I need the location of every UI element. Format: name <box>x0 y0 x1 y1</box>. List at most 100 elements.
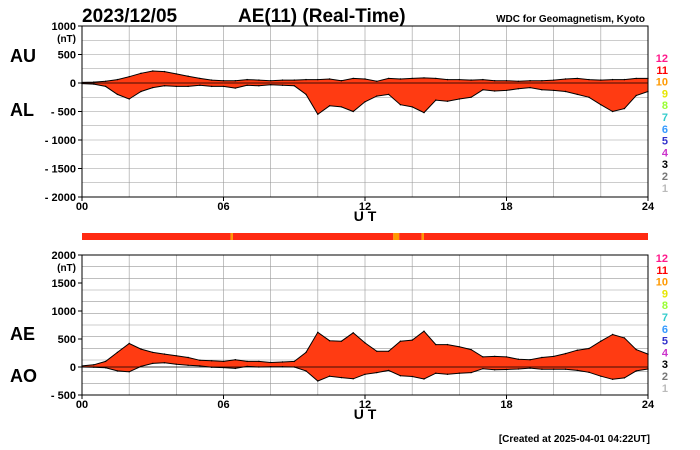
data-point-al <box>482 89 484 91</box>
data-point-au <box>564 78 567 80</box>
data-point-al <box>364 101 366 103</box>
data-point-au <box>116 78 119 81</box>
data-point-au <box>258 79 260 81</box>
legend-count-5: 5 <box>662 136 668 148</box>
data-point-ao <box>387 369 390 372</box>
data-point-au <box>187 75 189 77</box>
y-tick-label: - 2000 <box>45 192 76 204</box>
data-point-ae <box>387 350 390 352</box>
data-point-ae <box>328 340 331 342</box>
band-segment <box>393 233 400 240</box>
data-point-ao <box>317 380 319 382</box>
data-point-ae <box>600 340 602 342</box>
unit-label: (nT) <box>57 263 76 274</box>
data-point-ae <box>211 360 213 362</box>
data-point-al <box>564 90 567 93</box>
data-point-ae <box>423 330 425 332</box>
data-point-au <box>128 76 130 78</box>
data-point-ao <box>517 368 519 370</box>
legend-count-12: 12 <box>656 253 668 265</box>
data-point-au <box>211 79 213 81</box>
data-point-ao <box>635 370 637 372</box>
data-point-au <box>234 80 236 82</box>
data-point-ae <box>494 355 496 358</box>
data-point-ae <box>234 359 236 361</box>
data-point-ao <box>340 376 343 379</box>
data-point-ae <box>116 351 119 354</box>
data-point-al <box>505 89 508 92</box>
data-point-au <box>376 80 378 83</box>
series-label-al: AL <box>10 100 34 120</box>
data-point-al <box>246 84 248 87</box>
data-point-ae <box>517 358 519 360</box>
data-point-al <box>399 104 402 106</box>
y-tick-label: 1500 <box>52 278 76 290</box>
y-tick-label: 2000 <box>52 250 76 262</box>
legend-count-4: 4 <box>662 347 669 359</box>
data-point-ae <box>482 356 484 358</box>
legend-count-8: 8 <box>662 300 668 312</box>
y-tick-label: 500 <box>58 334 76 346</box>
band-segment <box>423 233 648 240</box>
legend-count-8: 8 <box>662 100 668 112</box>
data-point-al <box>140 90 142 93</box>
data-point-au <box>163 70 166 73</box>
data-point-au <box>152 70 154 72</box>
data-point-ae <box>411 339 413 341</box>
data-point-au <box>140 72 142 75</box>
legend-count-1: 1 <box>662 183 668 195</box>
data-point-au <box>458 78 460 81</box>
data-point-au <box>340 80 343 82</box>
data-point-al <box>305 93 307 96</box>
data-point-au <box>317 78 319 81</box>
legend-count-6: 6 <box>662 324 668 336</box>
data-point-al <box>494 90 496 92</box>
data-point-al <box>104 85 107 88</box>
data-point-ae <box>623 337 626 339</box>
data-point-au <box>529 80 531 82</box>
data-point-ae <box>564 352 567 355</box>
data-point-au <box>553 79 555 81</box>
legend-count-10: 10 <box>656 77 668 89</box>
x-tick-label: 06 <box>217 399 229 411</box>
data-point-ao <box>446 373 449 375</box>
unit-label: (nT) <box>57 34 76 45</box>
data-point-au <box>494 80 496 82</box>
data-point-ae <box>529 359 531 361</box>
legend-count-9: 9 <box>662 288 668 300</box>
data-point-al <box>222 85 225 88</box>
data-point-au <box>387 77 390 80</box>
y-tick-label: 0 <box>70 78 76 90</box>
data-point-al <box>588 96 590 99</box>
data-point-al <box>387 93 390 96</box>
data-point-al <box>152 86 154 89</box>
data-point-au <box>517 80 519 83</box>
legend-count-11: 11 <box>656 265 668 277</box>
data-point-ao <box>611 378 614 380</box>
legend-count-3: 3 <box>662 159 668 171</box>
legend-count-2: 2 <box>662 371 668 383</box>
data-point-ao <box>623 377 626 379</box>
data-point-au <box>281 79 284 81</box>
data-point-ae <box>163 353 166 355</box>
data-point-ae <box>576 349 578 351</box>
series-label-ae: AE <box>10 324 35 344</box>
data-point-au <box>93 81 95 83</box>
data-point-ao <box>411 375 413 378</box>
data-point-al <box>423 111 425 114</box>
data-point-ae <box>270 361 272 364</box>
y-tick-label: - 1500 <box>45 164 76 176</box>
y-tick-label: 500 <box>58 50 76 62</box>
data-point-ao <box>600 375 602 377</box>
date-label: 2023/12/05 <box>82 6 178 27</box>
data-point-al <box>175 85 177 88</box>
data-point-ae <box>458 346 460 348</box>
data-point-ae <box>435 343 437 346</box>
data-point-ao <box>128 371 130 373</box>
data-point-ao <box>494 369 496 371</box>
data-point-al <box>211 85 213 88</box>
source-label: WDC for Geomagnetism, Kyoto <box>496 14 645 25</box>
y-tick-label: - 1000 <box>45 135 76 147</box>
